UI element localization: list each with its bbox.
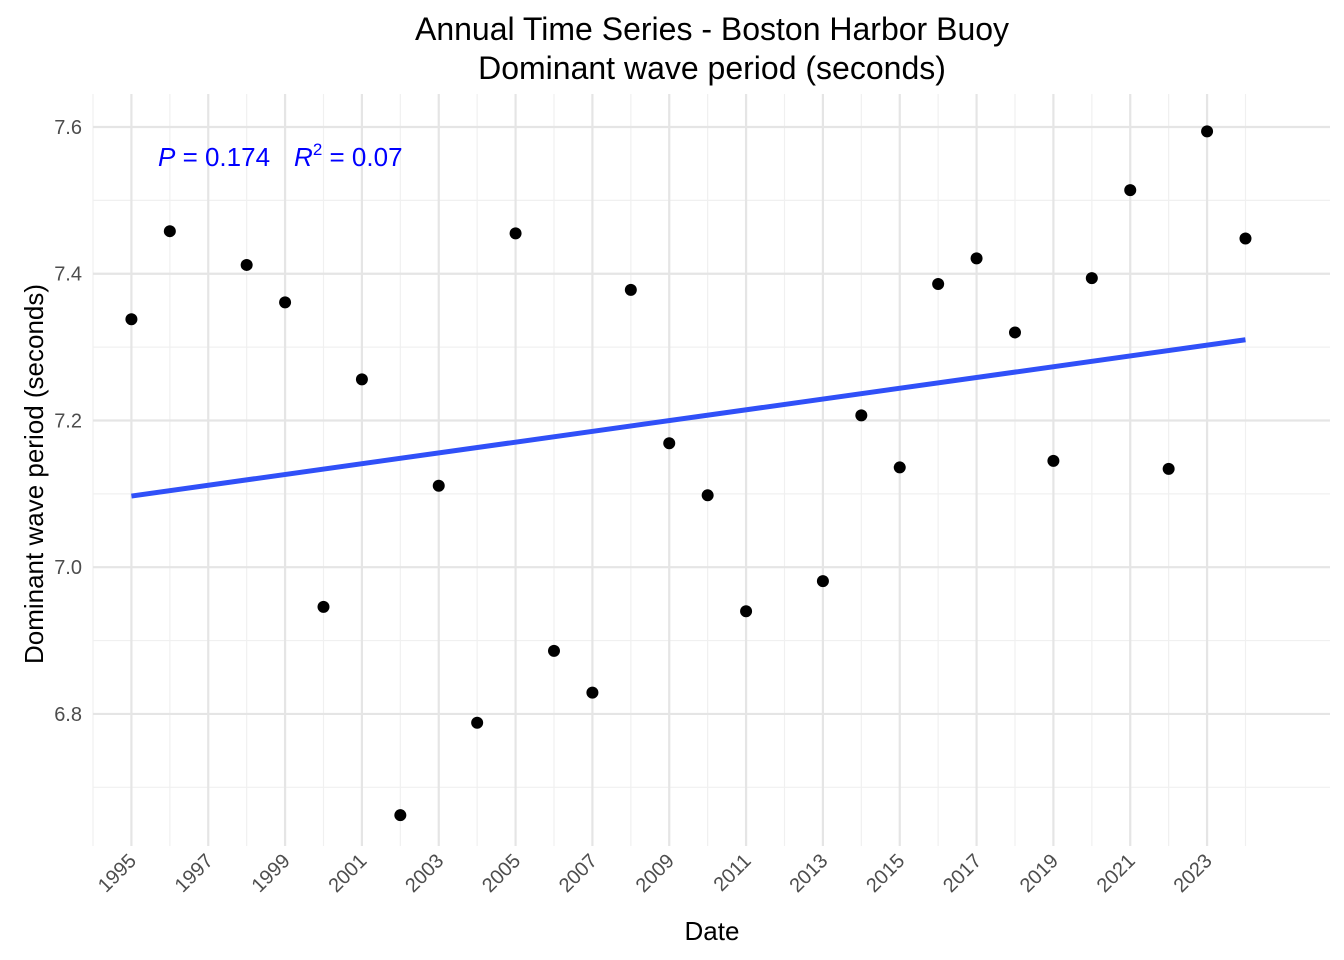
- y-tick-label: 7.0: [54, 557, 82, 579]
- x-tick-labels: 1995 1997 1999 2001 2003 2005 2007 2009 2011 2013…: [94, 850, 1217, 897]
- data-point: [1124, 184, 1137, 197]
- data-point: [240, 258, 253, 271]
- x-tick-label: 2009: [632, 850, 679, 897]
- x-tick-label: 2015: [862, 850, 909, 897]
- data-point: [471, 716, 484, 729]
- data-point: [1085, 272, 1098, 285]
- x-tick-label: 2001: [324, 850, 371, 897]
- data-point: [1239, 232, 1252, 245]
- data-point: [586, 686, 599, 699]
- data-point: [432, 479, 445, 492]
- p-value: = 0.174: [175, 142, 270, 172]
- x-tick-label: 2021: [1093, 850, 1140, 897]
- data-point: [855, 409, 868, 422]
- major-grid: [93, 94, 1330, 846]
- data-point: [547, 644, 560, 657]
- r-exponent: 2: [313, 140, 322, 159]
- data-point: [355, 373, 368, 386]
- data-point: [1008, 326, 1021, 339]
- data-point: [1162, 462, 1175, 475]
- x-axis-title: Date: [685, 916, 740, 946]
- r-symbol: R: [294, 142, 313, 172]
- x-tick-label: 2013: [785, 850, 832, 897]
- x-tick-label: 2023: [1170, 850, 1217, 897]
- data-point: [1201, 125, 1214, 138]
- r-value: = 0.07: [322, 142, 402, 172]
- x-tick-label: 2007: [555, 850, 602, 897]
- chart-subtitle: Dominant wave period (seconds): [478, 50, 946, 86]
- x-tick-label: 2019: [1016, 850, 1063, 897]
- x-tick-label: 2011: [710, 850, 756, 896]
- data-point: [317, 600, 330, 613]
- trend-layer: [131, 337, 1246, 499]
- y-tick-label: 7.6: [54, 117, 82, 139]
- x-tick-label: 2017: [939, 850, 986, 897]
- data-point: [163, 225, 176, 238]
- y-axis-title: Dominant wave period (seconds): [19, 284, 49, 664]
- x-tick-label: 2003: [401, 850, 448, 897]
- data-point: [663, 437, 676, 450]
- chart-title: Annual Time Series - Boston Harbor Buoy: [415, 11, 1009, 47]
- data-point: [1047, 454, 1060, 467]
- data-point: [394, 809, 407, 822]
- data-point: [893, 461, 906, 474]
- data-point: [279, 296, 292, 309]
- x-tick-label: 2005: [478, 850, 525, 897]
- y-tick-label: 7.4: [54, 264, 82, 286]
- points-layer: [125, 125, 1252, 822]
- trend-line: [131, 337, 1246, 499]
- data-point: [624, 283, 637, 296]
- y-tick-labels: 6.8 7.0 7.2 7.4 7.6: [54, 117, 82, 726]
- data-point: [970, 252, 983, 265]
- stats-annotation: P = 0.174 R2 = 0.07: [158, 140, 403, 172]
- x-tick-label: 1999: [248, 850, 295, 897]
- x-tick-label: 1997: [171, 850, 218, 897]
- y-tick-label: 7.2: [54, 410, 82, 432]
- data-point: [125, 313, 138, 326]
- minor-grid: [92, 94, 1330, 846]
- data-point: [509, 227, 522, 240]
- x-tick-label: 1995: [94, 850, 141, 897]
- data-point: [932, 278, 945, 291]
- p-symbol: P: [158, 142, 176, 172]
- data-point: [816, 575, 829, 588]
- y-tick-label: 6.8: [54, 704, 82, 726]
- data-point: [701, 489, 714, 502]
- data-point: [740, 605, 753, 618]
